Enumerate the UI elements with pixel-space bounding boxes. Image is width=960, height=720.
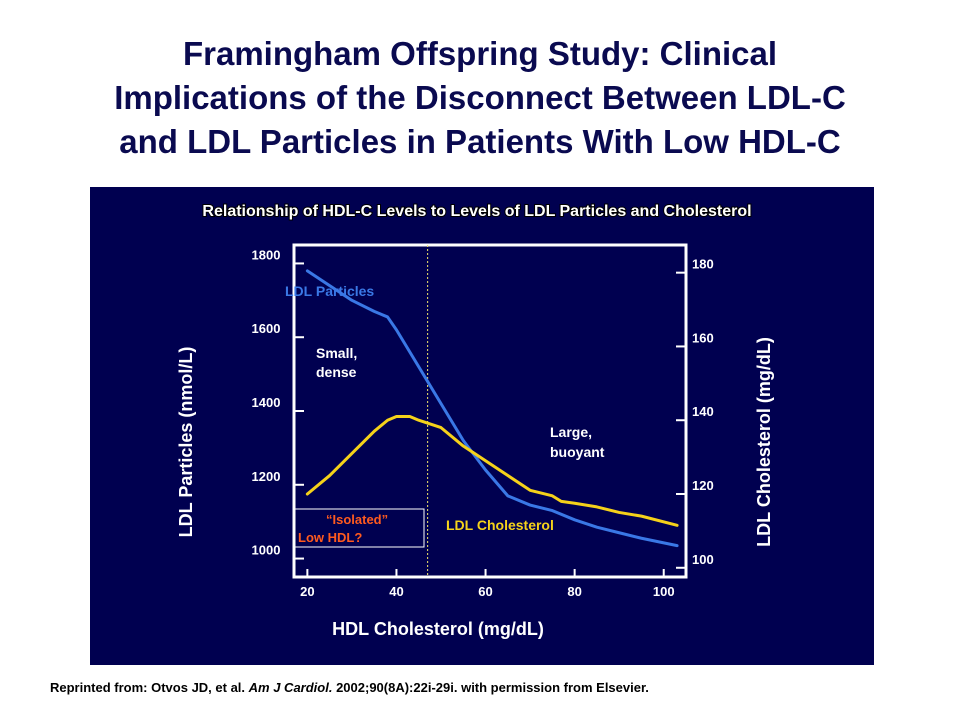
annotation-isolated-1: “Isolated” xyxy=(326,512,388,527)
y-axis-label-left: LDL Particles (nmol/L) xyxy=(176,347,196,538)
series-label-ldl-cholesterol: LDL Cholesterol xyxy=(446,517,554,533)
left-tick-label: 1000 xyxy=(252,543,281,558)
title-line-3: and LDL Particles in Patients With Low H… xyxy=(119,123,841,160)
left-ticks: 1800 1600 1400 1200 1000 xyxy=(252,247,304,560)
citation-journal: Am J Cardiol. xyxy=(248,680,333,695)
left-tick-label: 1400 xyxy=(252,395,281,410)
x-tick-label: 100 xyxy=(653,584,675,599)
ldl-particles-line xyxy=(305,269,679,548)
right-tick-label: 160 xyxy=(692,330,714,345)
title-line-2: Implications of the Disconnect Between L… xyxy=(114,79,846,116)
series-label-ldl-particles: LDL Particles xyxy=(285,283,374,299)
citation-footer: Reprinted from: Otvos JD, et al. Am J Ca… xyxy=(50,680,649,695)
x-axis-label: HDL Cholesterol (mg/dL) xyxy=(332,619,544,639)
left-tick-label: 1600 xyxy=(252,321,281,336)
right-ticks: 180 160 140 120 100 xyxy=(676,257,714,569)
left-tick-label: 1200 xyxy=(252,469,281,484)
x-tick-label: 20 xyxy=(300,584,314,599)
right-tick-label: 180 xyxy=(692,257,714,272)
right-tick-label: 120 xyxy=(692,478,714,493)
x-ticks: 20 40 60 80 100 xyxy=(300,569,675,599)
x-tick-label: 60 xyxy=(478,584,492,599)
annotation-isolated-2: Low HDL? xyxy=(298,530,362,545)
right-tick-label: 140 xyxy=(692,404,714,419)
citation-prefix: Reprinted from: Otvos JD, et al. xyxy=(50,680,249,695)
x-tick-label: 80 xyxy=(567,584,581,599)
chart-svg: Relationship of HDL-C Levels to Levels o… xyxy=(176,202,774,639)
annotation-large-buoyant-1: Large, xyxy=(550,424,592,440)
right-tick-label: 100 xyxy=(692,552,714,567)
chart-title: Relationship of HDL-C Levels to Levels o… xyxy=(202,203,751,220)
citation-suffix: 2002;90(8A):22i-29i. with permission fro… xyxy=(332,680,649,695)
ldl-cholesterol-line xyxy=(305,415,679,527)
x-tick-label: 40 xyxy=(389,584,403,599)
chart-panel: Relationship of HDL-C Levels to Levels o… xyxy=(90,187,874,665)
left-tick-label: 1800 xyxy=(252,247,281,262)
annotation-small-dense-2: dense xyxy=(316,364,357,380)
slide-title: Framingham Offspring Study: Clinical Imp… xyxy=(40,32,920,164)
annotation-small-dense-1: Small, xyxy=(316,345,357,361)
series-layer xyxy=(305,269,679,548)
y-axis-label-right: LDL Cholesterol (mg/dL) xyxy=(754,337,774,547)
isolated-low-hdl-box xyxy=(293,508,425,548)
annotation-large-buoyant-2: buoyant xyxy=(550,444,605,460)
title-line-1: Framingham Offspring Study: Clinical xyxy=(182,35,778,72)
